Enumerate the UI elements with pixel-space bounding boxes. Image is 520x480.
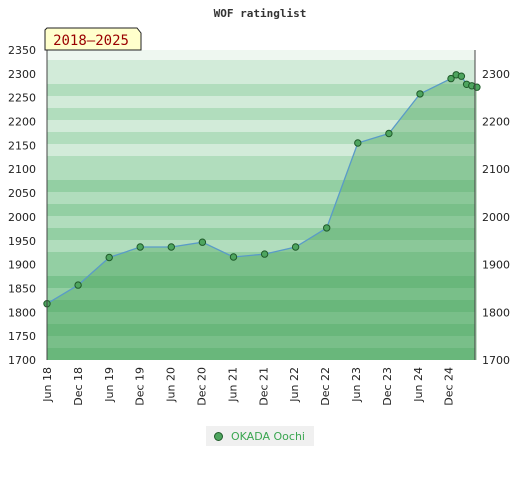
data-point (198, 238, 207, 246)
y-tick-label-left: 1850 (8, 283, 36, 296)
background-band (47, 348, 475, 360)
background-band (47, 156, 475, 168)
y-tick-label-right: 2300 (482, 68, 510, 81)
background-band (47, 192, 475, 204)
y-tick-label-left: 1900 (8, 259, 36, 272)
data-point (447, 74, 455, 83)
background-band (47, 324, 475, 336)
data-point (354, 139, 362, 147)
y-tick-label-left: 2200 (8, 116, 36, 129)
background-band (47, 84, 475, 96)
background-band (47, 72, 475, 84)
y-tick-label-left: 2300 (8, 68, 36, 81)
y-tick-label-left: 2100 (8, 163, 36, 176)
data-point (136, 243, 144, 251)
background-band (47, 204, 475, 216)
y-tick-label-left: 1750 (8, 330, 36, 343)
x-tick-label: Jun 22 (288, 367, 301, 403)
y-tick-label-right: 2200 (482, 116, 510, 129)
data-point (323, 224, 331, 232)
background-band (47, 240, 475, 252)
background-band (47, 252, 475, 264)
background-band (47, 144, 475, 156)
background-band (47, 216, 475, 228)
x-tick-label: Jun 19 (103, 367, 116, 403)
y-tick-label-left: 2150 (8, 139, 36, 152)
data-point (291, 243, 300, 251)
data-point (457, 72, 466, 80)
x-tick-label: Jun 21 (226, 367, 239, 403)
x-tick-label: Jun 24 (412, 367, 425, 403)
background-band (47, 264, 475, 276)
period-label: 2018–2025 (53, 33, 129, 49)
y-tick-label-right: 1900 (482, 259, 510, 272)
x-tick-label: Jun 23 (350, 367, 363, 403)
legend-marker-icon (214, 431, 223, 441)
background-band (47, 228, 475, 240)
x-tick-label: Dec 21 (257, 367, 270, 406)
rating-area (47, 74, 477, 361)
background-band (47, 120, 475, 132)
x-tick-label: Dec 23 (381, 367, 394, 406)
background-band (47, 96, 475, 108)
background-band (47, 312, 475, 324)
y-tick-label-left: 2250 (8, 92, 36, 105)
background-band (47, 50, 475, 60)
chart-title: WOF ratinglist (214, 7, 307, 20)
y-tick-label-right: 1800 (482, 306, 510, 319)
background-band (47, 60, 475, 72)
background-band (47, 288, 475, 300)
period-badge: 2018–2025 (44, 27, 142, 51)
x-tick-label: Dec 22 (319, 367, 332, 406)
data-point (385, 129, 393, 138)
background-band (47, 300, 475, 312)
period-badge-box (44, 27, 142, 51)
background-bands (47, 50, 475, 360)
y-tick-label-left: 2050 (8, 187, 36, 200)
data-point (260, 250, 269, 258)
x-tick-label: Dec 24 (443, 367, 456, 406)
y-tick-label-right: 2000 (482, 211, 510, 224)
y-tick-label-right: 1700 (482, 354, 510, 367)
legend-label: OKADA Oochi (231, 429, 305, 443)
y-tick-label-left: 1800 (8, 306, 36, 319)
background-band (47, 180, 475, 192)
background-band (47, 168, 475, 180)
y-tick-label-left: 1700 (8, 354, 36, 367)
y-tick-label-left: 2350 (8, 44, 36, 57)
y-tick-label-right: 2100 (482, 163, 510, 176)
data-point (105, 253, 113, 262)
y-tick-label-left: 1950 (8, 235, 36, 248)
data-point (229, 253, 238, 261)
y-tick-label-left: 2000 (8, 211, 36, 224)
x-tick-label: Dec 19 (134, 367, 147, 406)
background-band (47, 132, 475, 144)
legend: OKADA Oochi (206, 426, 314, 446)
data-point (167, 243, 176, 251)
background-band (47, 108, 475, 120)
x-axis-labels: Jun 18 Dec 18 Jun 19 Dec 19 Jun 20 Dec 20 Jun … (41, 367, 456, 406)
y-axis-left-labels: 1700 1750 1800 1850 1900 1950 2000 2050 2100 2150… (8, 44, 36, 367)
x-tick-label: Dec 18 (72, 367, 85, 406)
background-band (47, 336, 475, 348)
background-band (47, 276, 475, 288)
x-tick-label: Jun 20 (165, 367, 178, 403)
x-tick-label: Jun 18 (41, 367, 54, 403)
data-point (416, 90, 424, 98)
y-axis-right-labels: 1700 1800 1900 2000 2100 2200 2300 (482, 68, 510, 367)
x-tick-label: Dec 20 (196, 367, 209, 406)
data-point (74, 281, 82, 289)
